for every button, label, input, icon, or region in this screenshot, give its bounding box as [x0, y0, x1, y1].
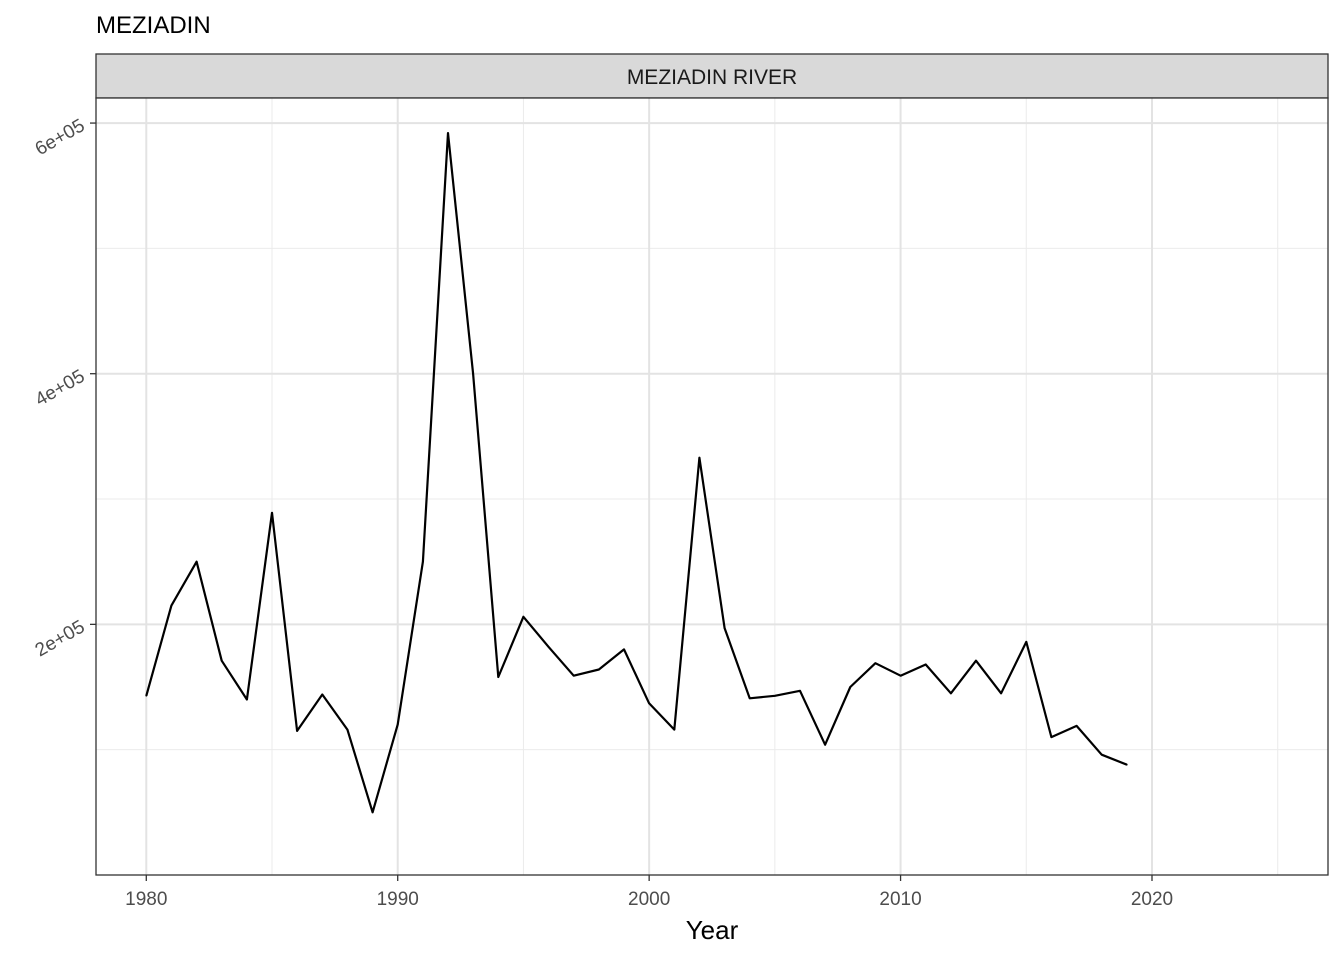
- data-point: [472, 372, 474, 375]
- y-axis: 2e+05 4e+05 6e+05: [32, 115, 96, 661]
- data-point: [1025, 641, 1028, 643]
- data-point: [950, 692, 952, 695]
- data-point: [497, 676, 500, 678]
- data-point: [849, 686, 852, 688]
- data-point: [195, 560, 198, 563]
- data-point: [748, 697, 751, 700]
- data-point: [975, 659, 977, 662]
- data-point: [774, 694, 776, 697]
- data-point: [145, 694, 148, 697]
- y-tick-label: 2e+05: [32, 616, 89, 661]
- data-point: [220, 659, 223, 662]
- data-point: [673, 728, 676, 731]
- series-line: [145, 132, 1128, 814]
- x-axis-title: Year: [686, 915, 739, 945]
- data-point: [623, 648, 625, 651]
- data-point: [1126, 763, 1128, 766]
- y-tick-label: 4e+05: [32, 366, 89, 411]
- y-tick-label: 6e+05: [32, 115, 89, 160]
- data-point: [1050, 736, 1053, 738]
- data-point: [824, 743, 826, 746]
- data-point: [698, 456, 701, 459]
- data-point: [346, 728, 349, 731]
- data-point: [924, 663, 927, 666]
- data-point: [321, 693, 324, 696]
- x-tick-label: 2000: [628, 889, 670, 910]
- data-point: [874, 662, 877, 665]
- data-point: [170, 604, 173, 607]
- x-tick-label: 1980: [125, 889, 167, 910]
- data-point: [799, 689, 801, 692]
- data-point: [296, 730, 298, 732]
- data-point: [422, 560, 424, 563]
- data-point: [371, 811, 374, 814]
- plot-title: MEZIADIN: [96, 12, 211, 39]
- facet-strip-label: MEZIADIN RIVER: [627, 66, 797, 89]
- plot-panel: [96, 98, 1328, 875]
- x-tick-label: 2020: [1131, 889, 1173, 910]
- data-point: [899, 674, 902, 677]
- data-point: [1000, 692, 1002, 695]
- facet-strip: [95, 53, 1329, 99]
- data-point: [396, 723, 399, 726]
- x-tick-label: 2010: [879, 889, 921, 910]
- data-point: [271, 512, 273, 514]
- panel-border: [95, 97, 1329, 876]
- data-point: [246, 698, 248, 701]
- data-point: [648, 702, 650, 705]
- series-layer: [145, 132, 1128, 814]
- data-point: [522, 616, 525, 618]
- x-axis: 1980 1990 2000 2010 2020: [125, 875, 1173, 910]
- data-point: [723, 627, 726, 629]
- grid-lines: [96, 98, 1328, 875]
- data-point: [547, 646, 550, 648]
- data-point: [598, 668, 600, 671]
- data-point: [572, 674, 575, 677]
- x-tick-label: 1990: [377, 889, 419, 910]
- data-point: [1100, 753, 1103, 756]
- data-point: [447, 132, 449, 134]
- data-point: [1075, 725, 1078, 727]
